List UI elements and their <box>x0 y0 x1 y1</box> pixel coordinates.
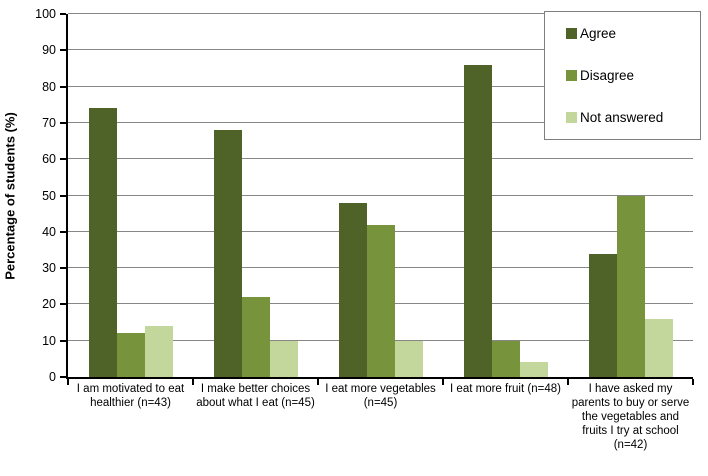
x-axis-category-label: I eat more vegetables (n=45) <box>325 383 436 410</box>
legend-label: Disagree <box>580 67 635 83</box>
x-axis-tick <box>192 379 194 385</box>
bar-disagree <box>491 340 520 377</box>
legend-label: Agree <box>580 25 617 41</box>
plot-area <box>60 13 694 385</box>
y-axis-tick-label: 100 <box>35 7 56 21</box>
bar-disagree <box>366 224 395 377</box>
y-axis-tick-label: 60 <box>42 152 56 167</box>
bar-agree <box>588 253 617 377</box>
bar-not-answered <box>269 340 298 377</box>
x-axis-tick <box>317 379 319 385</box>
bar-agree <box>338 202 367 377</box>
y-axis-tick-label: 80 <box>42 79 56 94</box>
x-axis-tick <box>67 379 69 385</box>
y-axis-tick <box>60 13 66 15</box>
bar-agree <box>463 64 492 377</box>
y-axis-tick <box>60 158 66 161</box>
bar-disagree <box>116 333 145 377</box>
legend-label: Not answered <box>580 110 664 126</box>
gridline <box>68 49 693 51</box>
bar-not-answered <box>144 326 173 377</box>
x-axis-tick <box>692 379 694 385</box>
gridline <box>68 85 693 87</box>
bar-not-answered <box>394 340 423 377</box>
gridline <box>68 13 693 14</box>
y-axis-tick-label: 70 <box>42 115 56 130</box>
bar-agree <box>213 130 242 377</box>
y-axis-tick-label: 0 <box>49 370 56 384</box>
bar-disagree <box>241 297 270 377</box>
y-axis-tick <box>60 267 66 270</box>
bar-not-answered <box>519 362 548 377</box>
y-axis-tick <box>60 121 66 124</box>
legend-swatch <box>566 27 577 39</box>
y-axis-tick <box>60 85 66 88</box>
x-axis-line <box>66 377 693 379</box>
x-axis-category-label: I have asked my parents to buy or serve … <box>571 383 690 452</box>
legend-entry: Not answered <box>566 110 700 125</box>
x-axis-category-label: I eat more fruit (n=48) <box>450 383 561 395</box>
y-axis-tick <box>60 194 66 197</box>
bar-disagree <box>616 195 645 377</box>
y-axis-tick <box>60 230 66 233</box>
y-axis-tick-label: 10 <box>42 333 56 348</box>
y-axis-tick <box>60 303 66 306</box>
y-axis-tick <box>60 376 66 378</box>
y-axis-line <box>66 14 68 379</box>
y-axis-tick-label: 50 <box>42 188 56 203</box>
legend-entry: Agree <box>566 26 700 41</box>
x-axis-category-label: I make better choices about what I eat (… <box>196 383 315 410</box>
bar-agree <box>88 108 117 377</box>
legend-swatch <box>566 112 577 124</box>
y-axis-tick <box>60 49 66 52</box>
gridline <box>68 194 693 196</box>
legend-swatch <box>566 69 577 81</box>
x-axis-tick <box>567 379 569 385</box>
x-axis-category-label: I am motivated to eat healthier (n=43) <box>76 383 185 410</box>
y-axis-tick-label: 20 <box>42 297 56 312</box>
gridline <box>68 121 693 123</box>
y-axis-tick-label: 40 <box>42 224 56 239</box>
x-axis-tick <box>442 379 444 385</box>
y-axis-tick-label: 30 <box>42 261 56 276</box>
y-axis-tick <box>60 339 66 342</box>
legend: Agree Disagree Not answered <box>544 11 701 140</box>
bar-not-answered <box>644 318 673 377</box>
legend-entry: Disagree <box>566 68 700 83</box>
y-axis-tick-labels: 0 10 20 30 40 50 60 70 80 90 100 <box>0 0 56 476</box>
y-axis-tick-label: 90 <box>42 43 56 58</box>
gridline <box>68 158 693 160</box>
